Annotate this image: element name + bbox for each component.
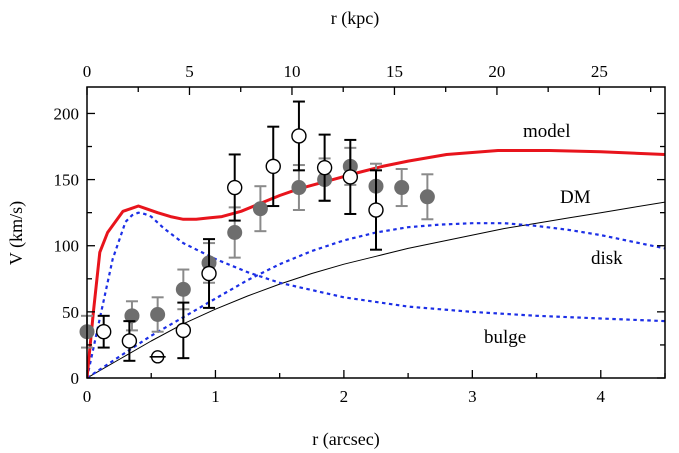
y-tick-label: 100 [54,237,80,256]
open-data-point [368,202,384,218]
crossed-data-point [149,350,166,364]
x-tick-label-top: 0 [83,62,92,81]
x-axis-title-top: r (kpc) [331,8,379,29]
model-curve-label: model [523,121,571,142]
x-tick-label-bottom: 2 [340,387,349,406]
bulge-curve-label: bulge [484,327,526,348]
bulge-curve [87,211,665,378]
axes-layer: 0 1 2 3 4 0 5 10 15 20 25 0 50 100 150 200 [54,62,666,406]
open-data-point [201,265,217,282]
x-axis-title-bottom: r (arcsec) [312,429,379,450]
x-tick-label-top: 15 [386,62,403,81]
y-tick-label: 50 [62,303,79,322]
filled-data-point [291,180,307,196]
open-data-point [342,169,359,185]
x-tick-label-top: 25 [591,62,608,81]
open-data-point [175,322,192,339]
y-tick-label: 150 [54,171,80,190]
y-tick-label: 200 [54,104,80,123]
plot-frame [86,86,666,379]
y-axis-title: V (km/s) [6,201,27,265]
filled-data-point [419,189,435,205]
x-tick-label-top: 20 [488,62,505,81]
labels-layer: V (km/s) r (arcsec) r (kpc) model DM dis… [6,8,623,450]
filled-data-point [150,307,166,323]
disk-curve-label: disk [591,248,623,269]
dm-curve-label: DM [560,187,591,208]
filled-data-point [227,225,243,240]
x-tick-label-bottom: 1 [211,387,220,406]
filled-data-point [394,180,410,196]
model-curve [87,149,665,378]
data-points-layer [79,100,435,364]
x-tick-label-bottom: 3 [468,387,477,406]
x-tick-label-bottom: 4 [597,387,606,406]
x-tick-label-bottom: 0 [83,387,92,406]
open-data-point [227,179,243,196]
open-data-point [316,159,333,176]
x-tick-label-top: 5 [185,62,194,81]
y-tick-label: 0 [71,369,80,388]
filled-data-point [252,201,268,217]
open-data-point [95,324,112,340]
open-data-point [121,333,138,349]
filled-data-point [175,281,191,297]
filled-data-point [124,308,140,324]
x-tick-label-top: 10 [283,62,300,81]
open-data-point [291,128,307,144]
open-data-point [265,158,281,175]
